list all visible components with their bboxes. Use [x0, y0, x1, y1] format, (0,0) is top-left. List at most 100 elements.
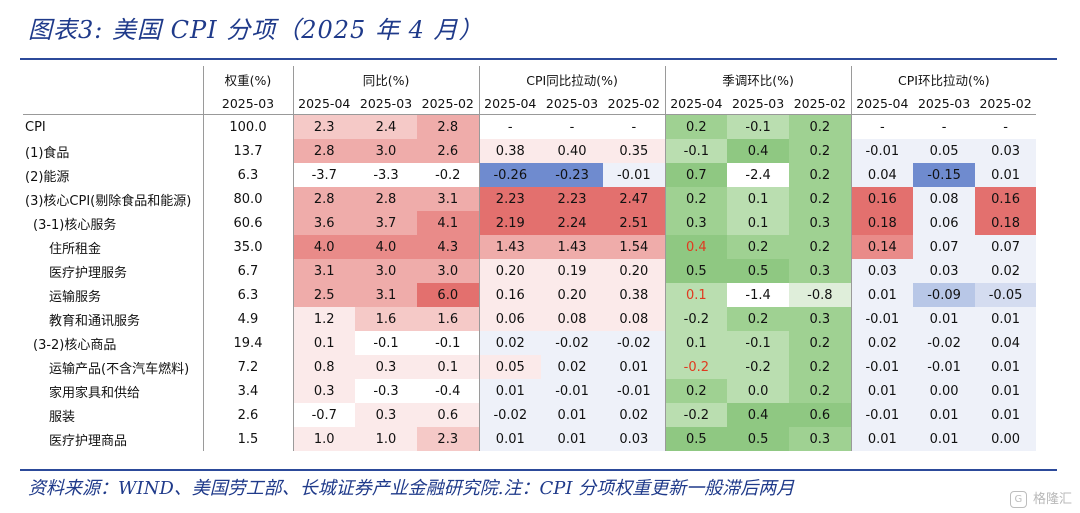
mom-pull-cell: 0.16: [975, 187, 1037, 211]
weight-cell: 6.7: [237, 263, 259, 279]
yoy-cell: -0.1: [417, 331, 480, 355]
yoy-pull-cell: 0.20: [478, 259, 542, 283]
yoy-cell: 1.6: [417, 307, 480, 331]
yoy-pull-cell: 0.20: [603, 259, 666, 283]
yoy-cell: 0.8: [292, 355, 355, 379]
mom-cell: 0.4: [727, 139, 790, 163]
mom-pull-cell: 0.07: [975, 235, 1037, 259]
header-yoy-pull: CPI同比拉动(%): [478, 66, 666, 92]
mom-cell: 0.6: [789, 403, 852, 427]
yoy-pull-cell: 0.01: [603, 355, 666, 379]
mom-cell: 0.3: [789, 307, 852, 331]
table-row: (3-2)核心商品 19.4 0.1 -0.1 -0.1 0.02 -0.02 -0.02 0.…: [23, 331, 1037, 355]
yoy-pull-cell: 2.47: [603, 187, 666, 211]
mom-cell: 0.3: [664, 211, 728, 235]
row-label: 医疗护理服务: [23, 259, 204, 283]
mom-pull-cell: 0.01: [913, 403, 976, 427]
mom-cell: 0.2: [789, 187, 852, 211]
mom-pull-cell: 0.03: [913, 259, 976, 283]
yoy-cell: 0.3: [355, 355, 417, 379]
mom-pull-cell: -0.01: [850, 307, 914, 331]
weight-cell: 2.6: [237, 407, 259, 423]
mom-pull-cell: -0.09: [913, 283, 976, 307]
mom-cell: 0.2: [727, 307, 790, 331]
mom-cell: 0.1: [727, 187, 790, 211]
mom-cell: 0.5: [727, 427, 790, 451]
mom-cell: 0.0: [727, 379, 790, 403]
top-rule: [20, 58, 1057, 60]
yoy-cell: 2.8: [292, 187, 355, 211]
row-label: 服装: [23, 403, 204, 427]
mom-pull-cell: 0.04: [850, 163, 914, 187]
header-period: 2025-03: [913, 92, 976, 115]
mom-pull-cell: -0.01: [850, 355, 914, 379]
weight-cell: 60.6: [233, 215, 263, 231]
mom-cell: 0.7: [664, 163, 728, 187]
mom-pull-cell: -0.05: [975, 283, 1037, 307]
yoy-pull-cell: 2.23: [541, 187, 604, 211]
mom-cell: -2.4: [727, 163, 790, 187]
yoy-cell: 2.4: [355, 114, 417, 139]
yoy-cell: 0.1: [292, 331, 355, 355]
yoy-pull-cell: 0.01: [541, 427, 604, 451]
yoy-cell: 0.3: [292, 379, 355, 403]
header-corner-sub: [23, 92, 204, 115]
weight-cell: 80.0: [233, 191, 263, 207]
yoy-pull-cell: -0.01: [603, 379, 666, 403]
yoy-cell: 2.8: [417, 114, 480, 139]
row-label: (3)核心CPI(剔除食品和能源): [23, 187, 204, 211]
header-weight-period: 2025-03: [203, 92, 293, 115]
mom-cell: 0.4: [727, 403, 790, 427]
mom-pull-cell: 0.01: [975, 379, 1037, 403]
yoy-cell: 2.5: [292, 283, 355, 307]
mom-cell: 0.2: [664, 114, 728, 139]
yoy-pull-cell: 0.01: [541, 403, 604, 427]
yoy-cell: 3.7: [355, 211, 417, 235]
table-row: (3)核心CPI(剔除食品和能源) 80.0 2.8 2.8 3.1 2.23 2.23 2.…: [23, 187, 1037, 211]
mom-cell: -0.2: [664, 307, 728, 331]
yoy-pull-cell: 0.01: [478, 427, 542, 451]
yoy-cell: 4.3: [417, 235, 480, 259]
yoy-pull-cell: -: [631, 119, 637, 135]
yoy-cell: -0.7: [292, 403, 355, 427]
yoy-pull-cell: 0.38: [603, 283, 666, 307]
yoy-pull-cell: 1.43: [478, 235, 542, 259]
mom-pull-cell: 0.00: [975, 427, 1037, 451]
table-body: CPI 100.0 2.3 2.4 2.8- - -0.2 -0.1 0.2- - - (1)食品 13…: [23, 114, 1037, 451]
table-row: 住所租金 35.0 4.0 4.0 4.3 1.43 1.43 1.54 0.4 0.2 0.2 0.…: [23, 235, 1037, 259]
yoy-cell: 3.0: [355, 259, 417, 283]
yoy-pull-cell: 1.43: [541, 235, 604, 259]
yoy-cell: 3.0: [355, 139, 417, 163]
weight-cell: 4.9: [237, 311, 259, 327]
yoy-pull-cell: 0.01: [478, 379, 542, 403]
yoy-pull-cell: -0.01: [603, 163, 666, 187]
header-period: 2025-03: [727, 92, 790, 115]
row-label: 住所租金: [23, 235, 204, 259]
mom-cell: -0.2: [664, 355, 728, 379]
row-label: (1)食品: [23, 139, 204, 163]
weight-cell: 6.3: [237, 287, 259, 303]
row-label: 医疗护理商品: [23, 427, 204, 451]
cpi-breakdown-table: 权重(%) 同比(%) CPI同比拉动(%) 季调环比(%) CPI环比拉动(%…: [23, 66, 1037, 451]
mom-cell: 0.2: [789, 163, 852, 187]
yoy-pull-cell: 0.16: [478, 283, 542, 307]
weight-cell: 13.7: [233, 143, 263, 159]
table-row: CPI 100.0 2.3 2.4 2.8- - -0.2 -0.1 0.2- - -: [23, 114, 1036, 139]
row-label: 家用家具和供给: [23, 379, 204, 403]
mom-cell: 0.1: [664, 283, 728, 307]
mom-cell: 0.5: [664, 259, 728, 283]
mom-pull-cell: 0.04: [975, 331, 1037, 355]
mom-pull-cell: 0.01: [850, 283, 914, 307]
watermark: G 格隆汇: [1009, 488, 1072, 508]
yoy-pull-cell: -: [569, 119, 575, 135]
yoy-cell: 3.1: [355, 283, 417, 307]
mom-pull-cell: -0.15: [913, 163, 976, 187]
yoy-pull-cell: 2.51: [603, 211, 666, 235]
yoy-pull-cell: 0.35: [603, 139, 666, 163]
row-label: 运输服务: [23, 283, 204, 307]
row-label: 教育和通讯服务: [23, 307, 204, 331]
header-period: 2025-03: [541, 92, 604, 115]
yoy-pull-cell: 1.54: [603, 235, 666, 259]
table-row: 家用家具和供给 3.4 0.3 -0.3 -0.4 0.01 -0.01 -0.01 0.2 0.…: [23, 379, 1037, 403]
header-period: 2025-02: [975, 92, 1037, 115]
